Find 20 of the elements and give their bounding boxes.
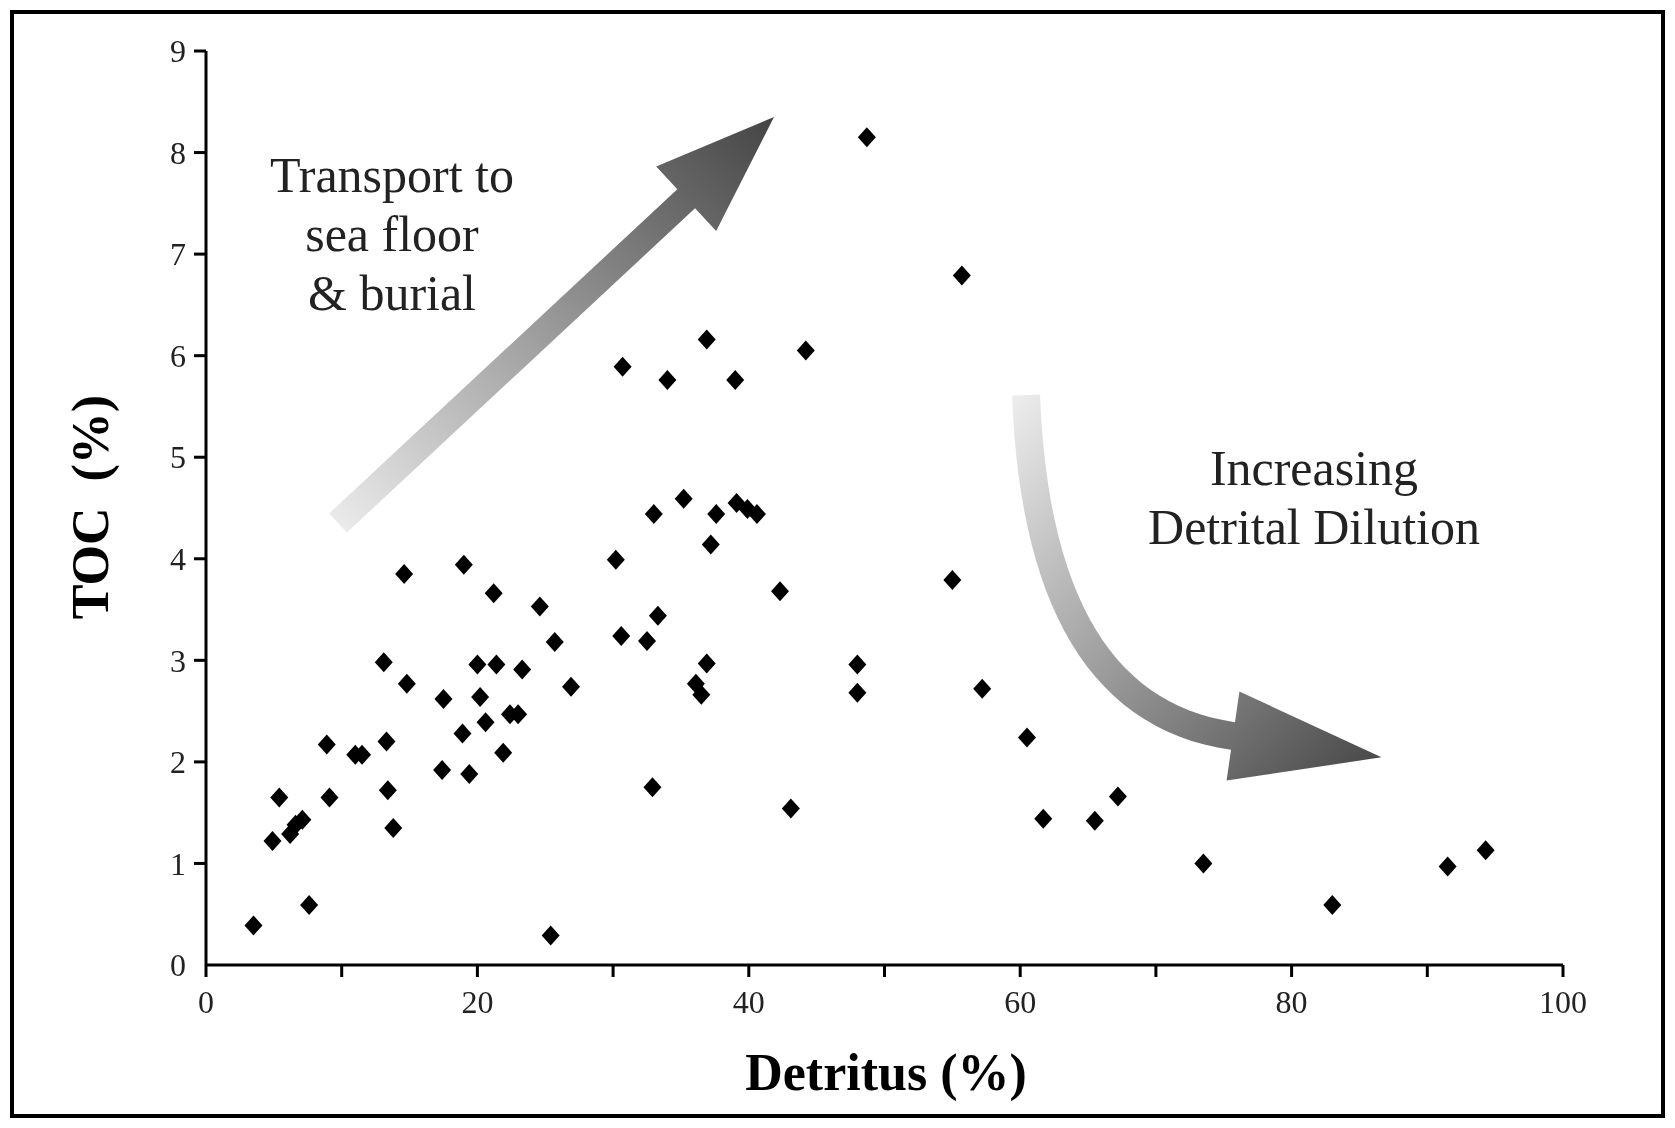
y-tick-label: 5 (170, 439, 186, 476)
annotation: Increasing Detrital Dilution (1148, 439, 1480, 555)
x-tick-label: 60 (1004, 984, 1037, 1020)
x-tick-label: 20 (461, 984, 494, 1020)
x-tick-label: 40 (732, 984, 765, 1020)
x-axis-title: Detritus (%) (745, 1044, 1027, 1102)
y-tick-label: 4 (170, 540, 186, 577)
y-tick-label: 1 (170, 845, 186, 882)
y-tick-label: 3 (170, 642, 186, 679)
x-tick-label: 100 (1539, 984, 1587, 1020)
y-tick-label: 7 (170, 236, 186, 273)
y-tick-label: 9 (170, 33, 186, 70)
x-tick-label: 0 (198, 984, 214, 1020)
y-axis-title: TOC (%) (62, 394, 120, 620)
y-tick-label: 8 (170, 134, 186, 171)
y-tick-label: 2 (170, 744, 186, 781)
y-tick-label: 0 (170, 947, 186, 984)
y-tick-label: 6 (170, 337, 186, 374)
x-tick-label: 80 (1275, 984, 1308, 1020)
annotation: Transport to sea floor & burial (269, 146, 515, 321)
